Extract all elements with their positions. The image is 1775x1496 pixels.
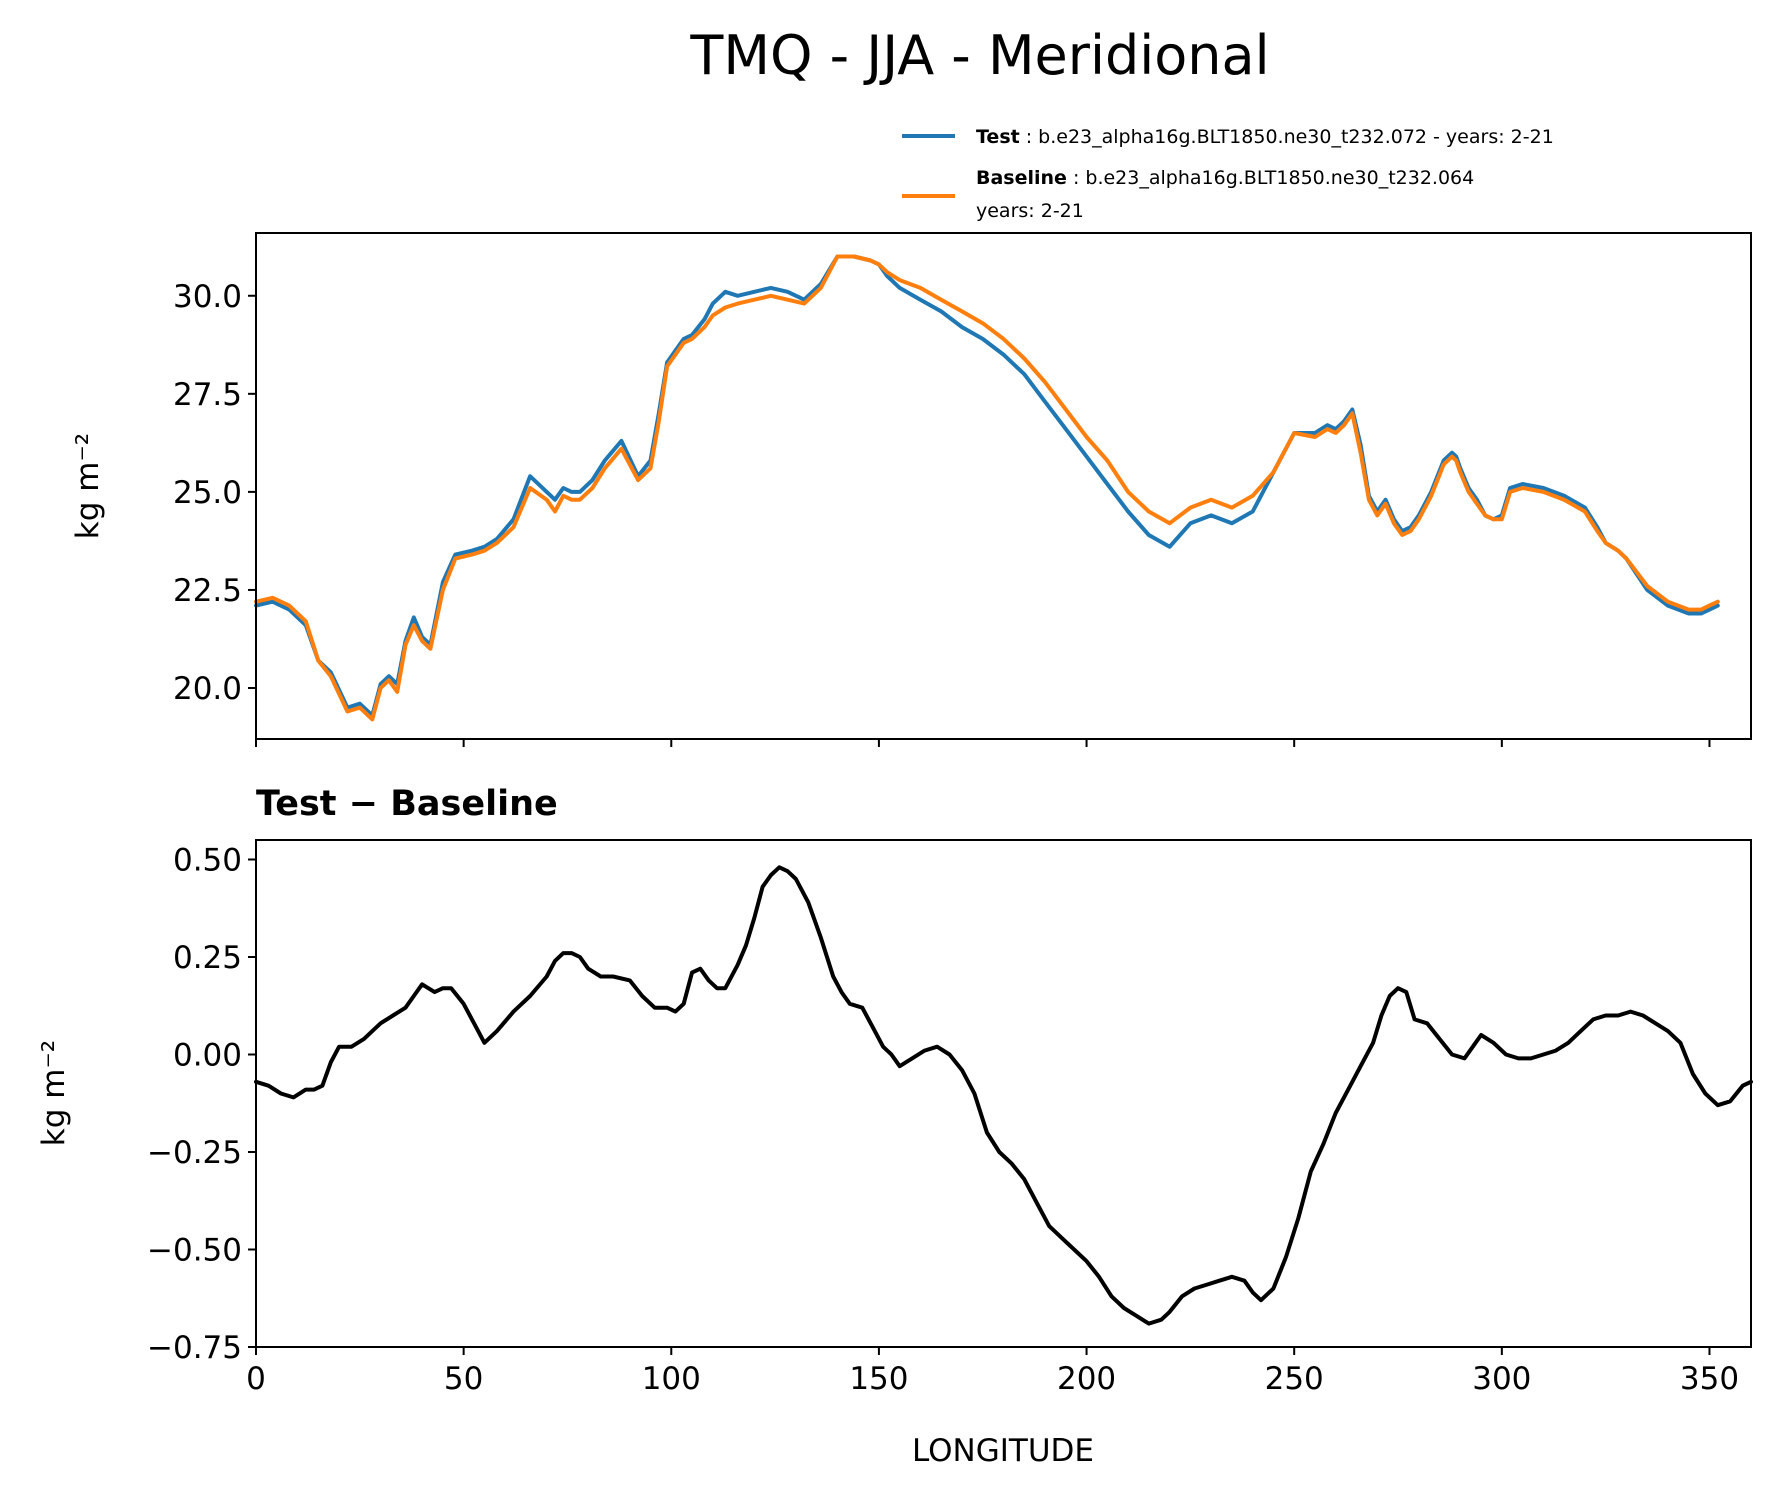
legend: Test : b.e23_alpha16g.BLT1850.ne30_t232.0…	[902, 126, 1554, 222]
bottom-y-tick-label: 0.25	[173, 940, 242, 976]
top-series-line-baseline	[254, 254, 1720, 722]
top-y-tick-label: 20.0	[173, 671, 242, 707]
bottom-x-tick-label: 200	[1057, 1361, 1116, 1397]
bottom-series-group	[254, 865, 1753, 1326]
top-x-ticks	[255, 739, 1711, 747]
legend-baseline-text: Baseline : b.e23_alpha16g.BLT1850.ne30_t2…	[976, 167, 1474, 189]
top-y-axis-label: kg m⁻²	[70, 433, 106, 539]
bottom-x-tick-label: 50	[444, 1361, 483, 1397]
bottom-y-ticks: −0.75 −0.50 −0.25 0.00 0.25 0.50	[147, 843, 256, 1366]
bottom-series-line-test-baseline	[254, 865, 1753, 1326]
legend-test-label: Test	[976, 126, 1020, 148]
bottom-x-ticks: 0 50 100 150 200 250 300 350	[246, 1347, 1739, 1397]
bottom-y-tick-label: 0.50	[173, 843, 242, 879]
legend-test-description: : b.e23_alpha16g.BLT1850.ne30_t232.072 -…	[1026, 126, 1554, 148]
top-y-ticks: 20.0 22.5 25.0 27.5 30.0	[173, 279, 256, 707]
legend-test-text: Test : b.e23_alpha16g.BLT1850.ne30_t232.0…	[976, 126, 1554, 148]
bottom-x-tick-label: 350	[1680, 1361, 1739, 1397]
bottom-x-axis-label: LONGITUDE	[912, 1433, 1094, 1469]
bottom-x-tick-label: 300	[1472, 1361, 1531, 1397]
bottom-y-tick-label: −0.75	[147, 1330, 242, 1366]
top-series-group	[254, 254, 1720, 722]
bottom-x-tick-label: 0	[246, 1361, 266, 1397]
bottom-x-tick-label: 250	[1265, 1361, 1324, 1397]
top-y-tick-label: 30.0	[173, 279, 242, 315]
bottom-axes-frame	[255, 839, 1752, 1348]
bottom-y-tick-label: −0.50	[147, 1233, 242, 1269]
legend-baseline-description: : b.e23_alpha16g.BLT1850.ne30_t232.064	[1073, 167, 1474, 189]
bottom-panel-title: Test − Baseline	[256, 784, 558, 824]
legend-baseline-years: years: 2-21	[976, 200, 1084, 222]
bottom-y-axis-label: kg m⁻²	[36, 1040, 72, 1146]
bottom-x-tick-label: 100	[642, 1361, 701, 1397]
bottom-y-tick-label: 0.00	[173, 1038, 242, 1074]
bottom-panel: Test − Baseline −0.75 −0.50 −0.25 0.00 0.25 0…	[36, 784, 1753, 1469]
top-axes-frame	[255, 232, 1752, 740]
figure-title: TMQ - JJA - Meridional	[689, 24, 1269, 87]
legend-baseline-label: Baseline	[976, 167, 1067, 189]
top-panel: 20.0 22.5 25.0 27.5 30.0 kg m⁻²	[70, 232, 1752, 747]
top-y-tick-label: 25.0	[173, 475, 242, 511]
top-y-tick-label: 27.5	[173, 377, 242, 413]
top-y-tick-label: 22.5	[173, 573, 242, 609]
top-series-line-test	[254, 254, 1720, 718]
bottom-x-tick-label: 150	[849, 1361, 908, 1397]
bottom-y-tick-label: −0.25	[147, 1135, 242, 1171]
